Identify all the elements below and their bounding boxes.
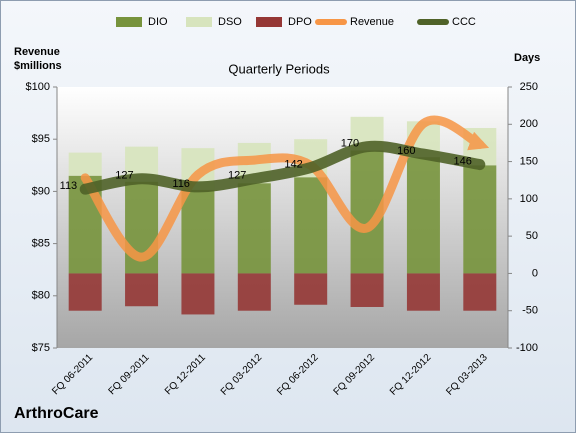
y-tick-label: $95	[32, 133, 50, 145]
y2-tick-label: -100	[516, 342, 538, 354]
y-tick-label: $80	[32, 290, 50, 302]
legend-label: DIO	[148, 16, 168, 28]
legend-label: DPO	[288, 16, 312, 28]
legend-label: DSO	[218, 16, 242, 28]
data-label: 127	[115, 170, 133, 182]
legend-label: CCC	[452, 16, 476, 28]
data-label: 116	[172, 178, 190, 190]
bar	[237, 183, 271, 274]
bar	[406, 273, 440, 311]
legend-swatch	[256, 17, 282, 27]
line-ccc	[79, 140, 486, 195]
bar	[181, 189, 215, 274]
y-tick-label: $75	[32, 342, 50, 354]
y2-tick-label: 200	[520, 118, 538, 130]
data-label: 142	[284, 158, 302, 170]
y-tick-label: $100	[26, 81, 50, 93]
bar	[181, 273, 215, 315]
y2-tick-label: -50	[522, 305, 538, 317]
data-label: 127	[228, 170, 246, 182]
bar	[294, 273, 328, 305]
data-label: 113	[60, 180, 78, 192]
bar	[294, 177, 328, 274]
bar	[350, 273, 384, 307]
data-label: 160	[397, 145, 415, 157]
legend-swatch	[186, 17, 212, 27]
y2-axis-label: Days	[514, 52, 540, 64]
line-revenue	[80, 115, 490, 262]
y2-tick-label: 100	[520, 193, 538, 205]
y-axis-label: Revenue	[14, 46, 60, 58]
data-label: 170	[341, 138, 359, 150]
y2-tick-label: 0	[532, 267, 538, 279]
bar	[68, 273, 102, 311]
y2-tick-label: 250	[520, 81, 538, 93]
bar	[406, 157, 440, 274]
y-tick-label: $85	[32, 238, 50, 250]
bar	[237, 273, 271, 311]
y2-tick-label: 150	[520, 155, 538, 167]
y2-tick-label: 50	[526, 230, 538, 242]
legend-swatch	[116, 17, 142, 27]
bar	[68, 152, 102, 176]
y-axis-label: $millions	[14, 60, 62, 72]
y-tick-label: $90	[32, 185, 50, 197]
bar	[463, 165, 497, 274]
bar	[125, 273, 159, 307]
data-label: 146	[453, 155, 471, 167]
brand: ArthroCare	[14, 405, 99, 422]
bar	[463, 273, 497, 311]
chart-title: Quarterly Periods	[228, 61, 330, 76]
plot-area	[57, 87, 508, 348]
legend-label: Revenue	[350, 16, 394, 28]
